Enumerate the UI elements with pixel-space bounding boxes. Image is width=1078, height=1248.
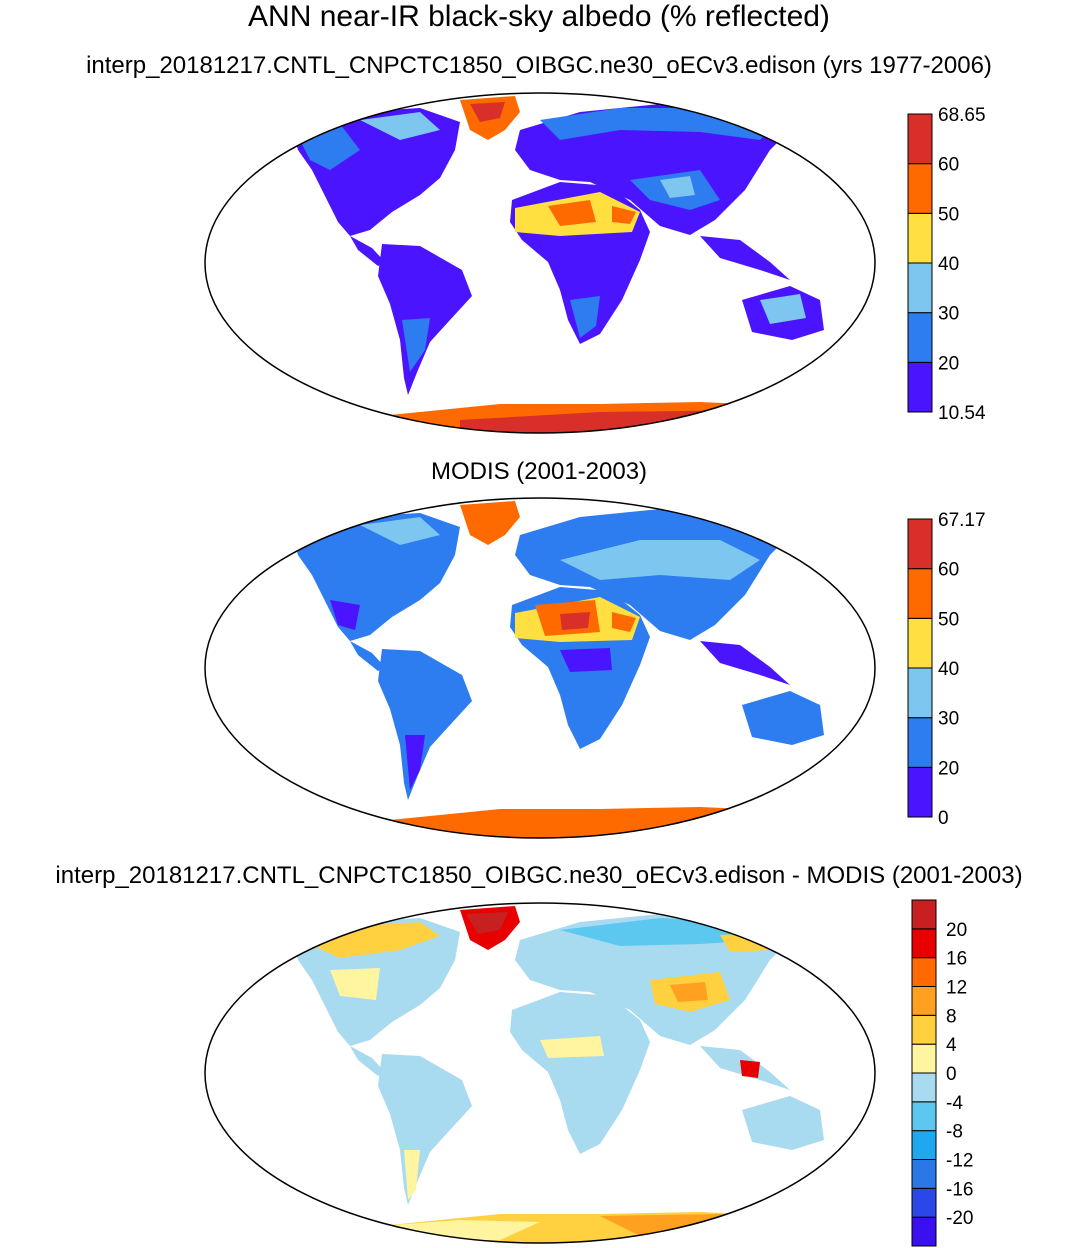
panel-1-title: interp_20181217.CNTL_CNPCTC1850_OIBGC.ne… [86, 52, 992, 79]
colorbar-box [911, 1043, 937, 1074]
colorbar-tick-label: -20 [946, 1208, 973, 1229]
colorbar-box [907, 518, 933, 570]
colorbar-tick-label: 40 [938, 659, 959, 680]
colorbar-box [907, 766, 933, 818]
colorbar-box [907, 212, 933, 264]
colorbar-box [911, 899, 937, 930]
colorbar-box [911, 1130, 937, 1160]
australia-region [742, 1096, 824, 1150]
colorbar-tick-label: -8 [946, 1122, 963, 1143]
colorbar-box [907, 617, 933, 669]
colorbar-tick-label: 12 [946, 978, 967, 999]
colorbar-box [911, 1159, 937, 1189]
colorbar-box [907, 262, 933, 314]
colorbar-box [911, 957, 937, 988]
colorbar-panel-2: 0 20 30 40 50 60 67.17 [907, 510, 986, 829]
australia-region [742, 691, 824, 745]
colorbar-tick-label: 50 [938, 609, 959, 630]
greenland-region [460, 501, 520, 545]
panel-3-title: interp_20181217.CNTL_CNPCTC1850_OIBGC.ne… [55, 862, 1023, 889]
colorbar-box [911, 1101, 937, 1132]
colorbar-tick-label: 30 [938, 304, 959, 325]
colorbar-tick-label: 20 [938, 758, 959, 779]
colorbar-panel-3: -20 -16 -12 -8 -4 0 4 8 12 16 20 [911, 899, 973, 1247]
colorbar-tick-label: 8 [946, 1006, 957, 1027]
colorbar-box [907, 113, 933, 165]
map-panel-modis [204, 497, 876, 839]
colorbar-tick-label: 67.17 [938, 510, 986, 531]
colorbar-box [911, 1072, 937, 1103]
colorbar-tick-label: -4 [946, 1093, 963, 1114]
africa-region [510, 992, 650, 1154]
south-america-region [378, 1054, 472, 1205]
colorbar-box [911, 928, 937, 959]
colorbar-tick-label: 20 [946, 920, 967, 941]
antarctica-region [320, 807, 875, 838]
colorbar-tick-label: -12 [946, 1151, 973, 1172]
colorbar-box [911, 1216, 937, 1247]
colorbar-tick-label: 60 [938, 155, 959, 176]
map-boundary [204, 92, 876, 434]
map-boundary [204, 902, 876, 1244]
colorbar-tick-label: 68.65 [938, 105, 986, 126]
eurasia-region [515, 104, 800, 235]
colorbar-box [907, 667, 933, 719]
colorbar-box [907, 717, 933, 768]
antarctica-region [320, 1212, 875, 1243]
colorbar-tick-label: 20 [938, 353, 959, 374]
colorbar-tick-label: 30 [938, 709, 959, 730]
map-boundary [204, 497, 876, 839]
colorbar-box [911, 1187, 937, 1218]
colorbar-box [907, 312, 933, 363]
colorbar-tick-label: 50 [938, 204, 959, 225]
colorbar-box [907, 163, 933, 214]
colorbar-tick-label: 60 [938, 560, 959, 581]
colorbar-tick-label: 4 [946, 1035, 957, 1056]
colorbar-tick-label: 10.54 [938, 403, 986, 424]
figure-title: ANN near-IR black-sky albedo (% reflecte… [248, 0, 830, 33]
map-panel-difference [204, 902, 876, 1244]
colorbar-tick-label: -16 [946, 1179, 973, 1200]
colorbar-box [907, 361, 933, 413]
panel-2-title: MODIS (2001-2003) [430, 458, 648, 485]
colorbar-box [911, 986, 937, 1016]
map-panel-model [204, 92, 876, 434]
colorbar-box [907, 568, 933, 619]
colorbar-panel-1: 10.54 20 30 40 50 60 68.65 [907, 105, 986, 424]
colorbar-tick-label: 40 [938, 254, 959, 275]
colorbar-tick-label: 16 [946, 949, 967, 970]
colorbar-box [911, 1014, 937, 1045]
south-america-region [378, 649, 472, 800]
colorbar-tick-label: 0 [938, 808, 949, 829]
colorbar-tick-label: 0 [946, 1064, 957, 1085]
